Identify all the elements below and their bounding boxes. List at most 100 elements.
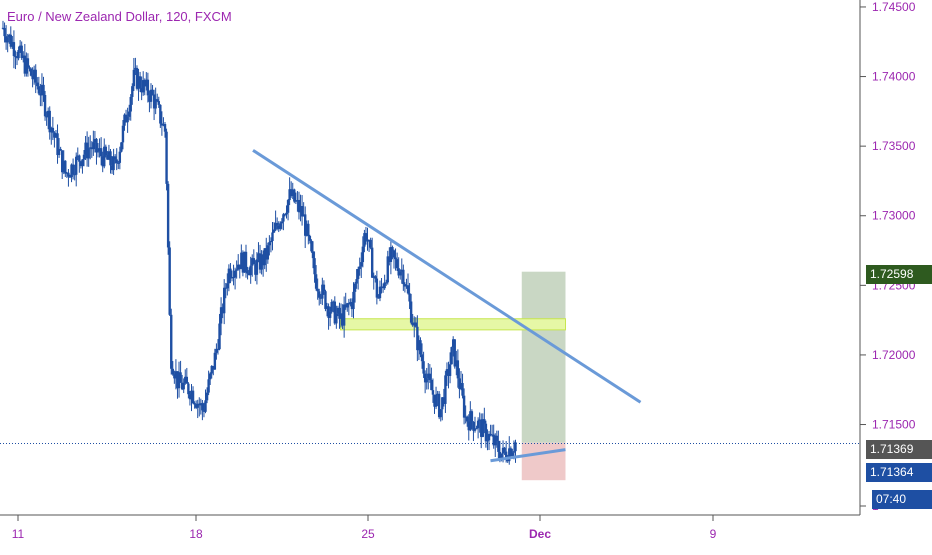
candle-body bbox=[243, 251, 246, 273]
candle-body bbox=[120, 142, 123, 152]
candle-body bbox=[481, 419, 484, 437]
candle-body bbox=[353, 283, 357, 292]
candle-body bbox=[503, 447, 506, 452]
candle-body bbox=[346, 303, 349, 308]
candle-body bbox=[84, 142, 87, 155]
candle-body bbox=[451, 339, 455, 348]
candle-body bbox=[106, 154, 109, 160]
candle-body bbox=[148, 95, 151, 102]
candle-body bbox=[143, 80, 146, 87]
candle-body bbox=[469, 411, 472, 431]
candle-body bbox=[187, 383, 190, 395]
candle-body bbox=[170, 314, 173, 369]
candle-body bbox=[54, 133, 58, 138]
candle-body bbox=[109, 151, 112, 166]
current-price-label: 1.71364 bbox=[866, 463, 932, 482]
candle-body bbox=[57, 148, 61, 156]
candle-body bbox=[29, 68, 33, 76]
candle-body bbox=[4, 36, 8, 43]
candle-body bbox=[117, 162, 120, 164]
candle-body bbox=[483, 419, 486, 424]
candle-body bbox=[402, 269, 405, 285]
candle-body bbox=[433, 394, 436, 407]
candle-body bbox=[472, 421, 475, 431]
price-tick-label: 1.73500 bbox=[872, 139, 916, 153]
candle-body bbox=[305, 223, 308, 236]
candle-body bbox=[166, 183, 170, 248]
time-tick-label: Dec bbox=[529, 527, 551, 541]
candle-body bbox=[321, 284, 324, 299]
candle-body bbox=[191, 390, 195, 404]
candle-body bbox=[304, 214, 307, 236]
candle-body bbox=[466, 416, 469, 422]
candle-body bbox=[286, 200, 290, 213]
candle-body bbox=[205, 392, 209, 401]
candle-body bbox=[417, 340, 421, 351]
candle-body bbox=[138, 76, 142, 89]
candle-body bbox=[389, 247, 393, 262]
candle-body bbox=[70, 164, 73, 178]
candle-body bbox=[104, 146, 108, 155]
candle-body bbox=[414, 322, 418, 327]
candle-body bbox=[229, 268, 232, 279]
candle-body bbox=[378, 286, 382, 299]
candle-body bbox=[78, 155, 81, 162]
candle-body bbox=[207, 379, 210, 393]
candle-body bbox=[363, 233, 366, 247]
price-tick-label: 1.73000 bbox=[872, 209, 916, 223]
price-tick-label: 1.74000 bbox=[872, 70, 916, 84]
candle-body bbox=[347, 303, 351, 305]
resistance-zone bbox=[340, 318, 566, 331]
candle-body bbox=[356, 269, 360, 280]
candle-body bbox=[103, 146, 106, 167]
candle-body bbox=[467, 421, 470, 431]
candle-body bbox=[8, 34, 11, 38]
candle-body bbox=[338, 307, 341, 319]
candle-body bbox=[495, 435, 499, 442]
candle-body bbox=[18, 45, 22, 51]
descending-trendline bbox=[252, 149, 642, 404]
candle-body bbox=[176, 371, 179, 389]
candle-body bbox=[508, 448, 511, 462]
candle-body bbox=[336, 307, 340, 314]
candle-body bbox=[194, 404, 198, 408]
candle-body bbox=[65, 172, 69, 174]
countdown-label: 07:40 bbox=[872, 490, 932, 509]
candle-body bbox=[15, 57, 19, 59]
candle-body bbox=[263, 248, 266, 266]
candle-body bbox=[489, 433, 492, 435]
candle-body bbox=[367, 239, 371, 242]
candle-body bbox=[271, 232, 274, 242]
candle-body bbox=[11, 42, 14, 47]
candle-body bbox=[257, 253, 260, 260]
candle-body bbox=[374, 276, 377, 279]
candle-body bbox=[131, 86, 134, 97]
candle-body bbox=[314, 274, 318, 289]
candle-body bbox=[177, 372, 181, 389]
candle-body bbox=[123, 114, 126, 126]
candle-body bbox=[258, 253, 262, 270]
candle-body bbox=[324, 291, 327, 309]
candle-body bbox=[249, 265, 252, 276]
candle-body bbox=[289, 189, 293, 196]
candle-body bbox=[291, 189, 294, 196]
candle-body bbox=[300, 206, 304, 217]
candle-body bbox=[101, 156, 104, 167]
candle-body bbox=[400, 269, 403, 272]
candle-body bbox=[216, 348, 220, 350]
candle-body bbox=[316, 288, 319, 292]
ascending-trendline bbox=[490, 448, 566, 463]
candle-body bbox=[377, 297, 380, 299]
candle-body bbox=[174, 371, 178, 379]
candle-body bbox=[476, 420, 480, 429]
candle-body bbox=[293, 189, 296, 202]
candle-body bbox=[59, 148, 62, 151]
candle-body bbox=[37, 86, 41, 94]
candle-body bbox=[232, 276, 235, 278]
candle-body bbox=[439, 409, 442, 418]
candle-body bbox=[73, 174, 76, 176]
candle-body bbox=[93, 138, 97, 143]
candle-body bbox=[388, 256, 391, 262]
candle-body bbox=[408, 293, 411, 302]
